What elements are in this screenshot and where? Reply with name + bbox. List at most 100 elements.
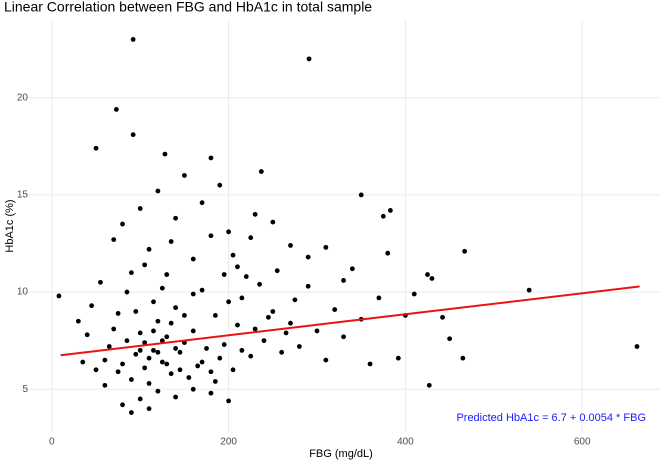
point <box>128 377 134 382</box>
point <box>137 206 143 211</box>
point <box>323 244 329 250</box>
point <box>248 353 254 359</box>
point <box>221 342 227 347</box>
point <box>385 250 391 256</box>
point <box>142 262 148 268</box>
point <box>526 287 532 293</box>
point <box>84 332 90 338</box>
point <box>252 326 258 332</box>
point <box>120 221 125 227</box>
point <box>208 390 214 396</box>
point <box>230 367 236 373</box>
point <box>226 299 232 305</box>
x-tick-label: 400 <box>397 437 414 448</box>
point <box>305 283 311 289</box>
point <box>151 347 156 353</box>
point <box>159 359 165 365</box>
point <box>146 246 152 252</box>
point <box>151 328 156 334</box>
point <box>195 363 201 369</box>
point <box>462 248 468 254</box>
point <box>120 361 125 367</box>
point <box>217 182 223 188</box>
point <box>93 145 99 151</box>
point <box>358 192 364 198</box>
y-tick-label: 10 <box>17 287 29 298</box>
point <box>447 336 453 342</box>
point <box>226 398 232 404</box>
point <box>341 334 346 340</box>
point <box>137 330 143 336</box>
point <box>133 351 139 357</box>
point <box>230 252 236 258</box>
point <box>128 410 134 415</box>
point <box>248 235 254 241</box>
point <box>142 340 148 346</box>
point <box>426 382 432 388</box>
point <box>341 278 346 283</box>
point <box>182 312 187 318</box>
point <box>387 208 393 213</box>
point <box>270 309 276 314</box>
point <box>265 314 271 320</box>
point <box>305 254 311 260</box>
point <box>155 318 161 324</box>
point <box>186 375 192 380</box>
point <box>208 233 214 239</box>
point <box>155 388 161 394</box>
point <box>634 344 640 349</box>
point <box>323 357 329 363</box>
point <box>162 151 168 157</box>
point <box>137 396 143 402</box>
point <box>199 359 205 365</box>
point <box>159 338 165 344</box>
point <box>182 173 187 178</box>
point <box>168 320 174 326</box>
x-tick-label: 200 <box>220 437 237 448</box>
point <box>212 312 218 318</box>
point <box>429 276 435 281</box>
x-tick-label: 0 <box>49 437 55 448</box>
point <box>115 311 121 316</box>
point <box>199 200 205 206</box>
point <box>190 291 196 297</box>
point <box>440 314 445 320</box>
point <box>258 169 264 174</box>
point <box>102 357 108 363</box>
point <box>146 406 152 412</box>
point <box>155 349 161 355</box>
point <box>146 355 152 361</box>
point <box>106 344 112 349</box>
point <box>80 359 86 365</box>
point <box>296 344 302 349</box>
point <box>274 268 280 274</box>
point <box>177 367 183 373</box>
point <box>190 256 196 262</box>
point <box>460 355 466 361</box>
point <box>190 328 196 334</box>
point <box>314 328 320 334</box>
x-tick-label: 600 <box>574 437 591 448</box>
point <box>411 291 417 297</box>
point <box>124 338 130 344</box>
point <box>306 56 312 62</box>
point <box>146 381 152 386</box>
point <box>128 270 134 276</box>
point <box>124 289 130 295</box>
point <box>164 272 170 277</box>
point <box>252 211 258 217</box>
point <box>75 318 81 324</box>
point <box>151 299 156 305</box>
point <box>257 281 262 287</box>
point <box>133 309 139 314</box>
point <box>239 295 245 301</box>
chart-title: Linear Correlation between FBG and HbA1c… <box>4 0 372 15</box>
point <box>173 305 178 311</box>
point <box>235 264 240 270</box>
point <box>208 369 214 375</box>
point <box>102 382 108 388</box>
point <box>115 369 121 375</box>
point <box>226 229 232 235</box>
annotation: Predicted HbA1c = 6.7 + 0.0054 * FBG <box>456 412 646 424</box>
